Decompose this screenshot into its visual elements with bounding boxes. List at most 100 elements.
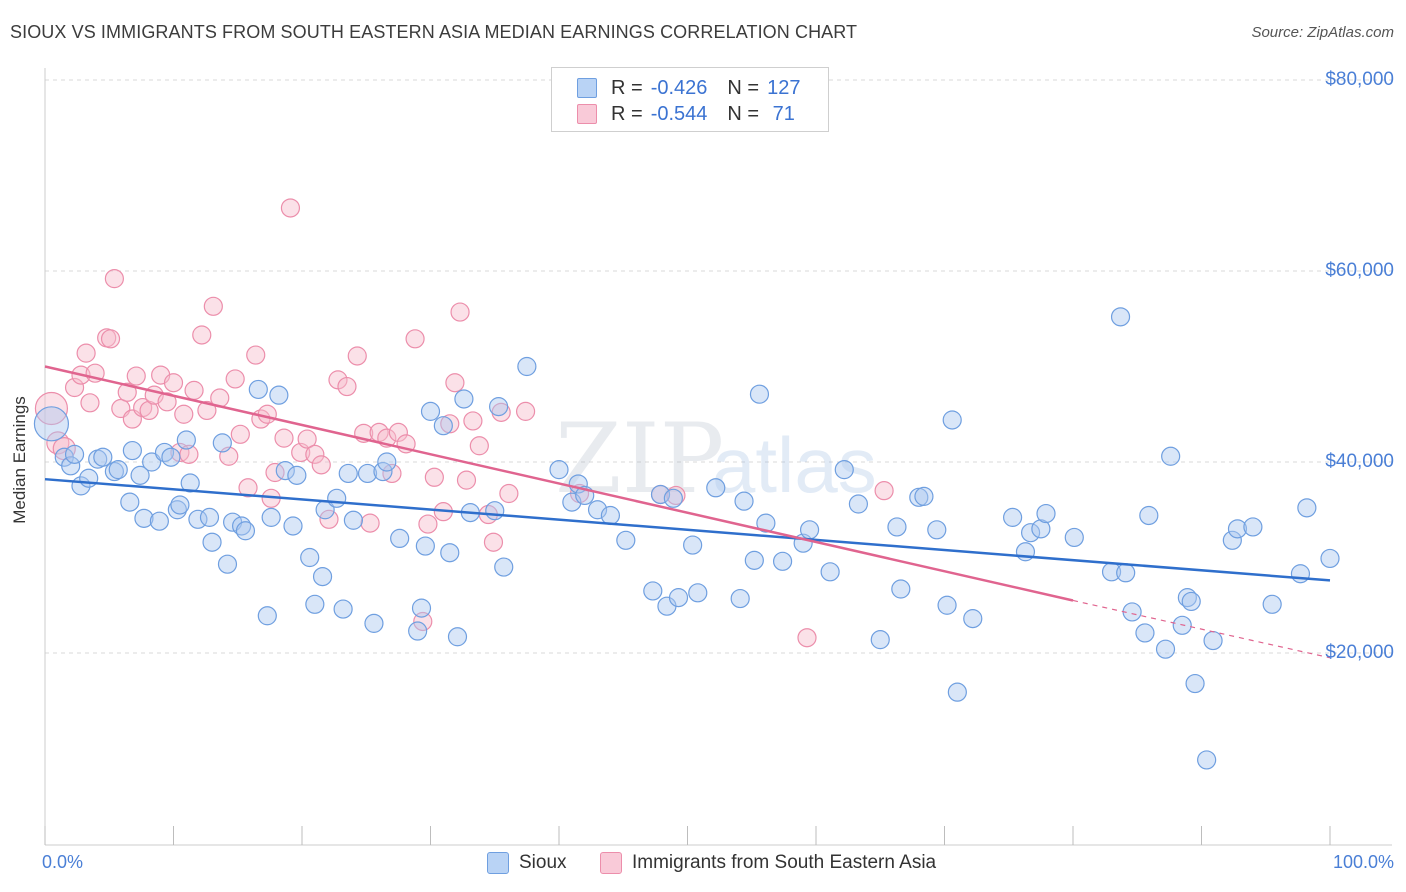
data-point-sioux	[300, 547, 320, 568]
series-legend: Sioux Immigrants from South Eastern Asia	[0, 852, 1406, 876]
legend-n-label: N =	[727, 102, 760, 125]
legend-swatch-sioux	[487, 852, 509, 874]
data-point-asia	[280, 198, 301, 218]
data-point-sioux	[120, 492, 140, 512]
data-point-sioux	[217, 554, 238, 574]
data-point-sioux	[454, 389, 474, 409]
data-point-sioux	[373, 461, 393, 482]
data-point-sioux	[420, 401, 441, 421]
data-point-sioux	[1064, 527, 1084, 548]
data-point-sioux	[202, 532, 222, 552]
data-point-sioux	[1262, 594, 1282, 614]
data-point-asia	[347, 346, 367, 366]
data-point-sioux	[1222, 530, 1242, 550]
data-point-asia	[388, 422, 408, 442]
data-point-sioux	[730, 588, 750, 609]
data-point-sioux	[1116, 563, 1136, 583]
watermark: ZIP atlas	[555, 403, 877, 515]
data-point-asia	[305, 444, 325, 464]
data-point-asia	[246, 345, 266, 365]
data-point-sioux	[134, 508, 154, 528]
legend-swatch-asia	[600, 852, 622, 874]
data-point-asia	[192, 325, 212, 345]
data-point-sioux	[947, 682, 967, 702]
data-point-sioux	[494, 557, 514, 577]
data-point-asia	[100, 329, 121, 349]
data-point-asia	[405, 329, 425, 349]
data-point-sioux	[734, 491, 754, 511]
watermark-atlas: atlas	[712, 421, 877, 509]
data-point-sioux	[269, 385, 289, 405]
legend-swatch-sioux	[577, 78, 597, 98]
data-point-sioux	[1036, 503, 1056, 524]
data-point-sioux	[93, 447, 113, 467]
data-point-sioux	[1185, 673, 1205, 694]
legend-swatch-asia	[577, 104, 597, 124]
data-point-asia	[64, 377, 85, 398]
axes	[44, 68, 1392, 846]
data-point-asia	[34, 391, 69, 426]
data-point-sioux	[749, 384, 770, 404]
data-point-sioux	[1155, 639, 1176, 659]
y-tick-label: $80,000	[1325, 69, 1394, 90]
data-point-asia	[184, 380, 204, 400]
data-point-sioux	[283, 516, 303, 536]
data-point-sioux	[199, 507, 220, 527]
trend-lines	[44, 365, 1331, 659]
data-point-sioux	[257, 606, 277, 626]
legend-r-value-asia: -0.544	[650, 102, 708, 125]
data-point-asia	[515, 401, 536, 421]
data-point-sioux	[744, 550, 764, 570]
trend-line-asia-extrapolated	[1072, 599, 1331, 659]
data-point-sioux	[108, 460, 128, 480]
data-point-asia	[483, 532, 504, 552]
data-point-sioux	[170, 495, 190, 515]
data-point-asia	[163, 373, 184, 393]
x-tick-label-max: 100.0%	[1332, 852, 1394, 872]
data-point-asia	[80, 393, 100, 413]
data-point-sioux	[549, 460, 569, 480]
data-point-sioux	[149, 511, 169, 531]
data-point-asia	[463, 411, 483, 431]
data-point-sioux	[122, 440, 142, 461]
data-point-sioux	[261, 507, 281, 527]
data-point-sioux	[33, 406, 70, 442]
data-point-sioux	[1203, 630, 1223, 651]
data-point-sioux	[130, 465, 150, 485]
data-point-sioux	[433, 416, 453, 436]
legend-item-sioux[interactable]: Sioux	[487, 852, 567, 874]
data-point-sioux	[411, 598, 432, 618]
legend-n-label: N =	[727, 76, 760, 99]
data-point-asia	[76, 343, 96, 363]
data-point-sioux	[1003, 507, 1023, 527]
data-point-sioux	[485, 501, 505, 521]
data-point-asia	[225, 369, 245, 389]
data-point-sioux	[688, 583, 708, 603]
data-point-sioux	[706, 478, 726, 498]
legend-label-sioux: Sioux	[519, 852, 567, 873]
data-point-sioux	[600, 505, 621, 526]
data-point-sioux	[343, 510, 363, 530]
legend-n-value-asia: 71	[767, 102, 795, 125]
data-point-sioux	[489, 397, 509, 417]
data-point-asia	[469, 436, 489, 456]
data-point-sioux	[440, 543, 460, 563]
data-point-sioux	[364, 613, 384, 633]
source-label: Source: ZipAtlas.com	[1251, 24, 1394, 41]
data-point-sioux	[887, 517, 907, 537]
data-point-sioux	[1243, 517, 1263, 537]
data-point-sioux	[1197, 750, 1217, 770]
data-point-sioux	[1297, 498, 1317, 518]
data-point-sioux	[64, 444, 85, 464]
correlation-legend: R = -0.426 N = 127 R = -0.544 N = 71	[551, 67, 829, 132]
data-point-sioux	[357, 463, 378, 484]
legend-item-asia[interactable]: Immigrants from South Eastern Asia	[600, 852, 936, 874]
data-point-sioux	[937, 595, 957, 615]
data-point-sioux	[1020, 523, 1041, 543]
data-point-asia	[297, 429, 317, 449]
data-point-sioux	[643, 581, 663, 601]
data-point-asia	[274, 428, 294, 448]
data-point-sioux	[305, 594, 325, 614]
data-point-sioux	[176, 430, 196, 450]
legend-row-asia: R = -0.544 N = 71	[577, 102, 795, 126]
